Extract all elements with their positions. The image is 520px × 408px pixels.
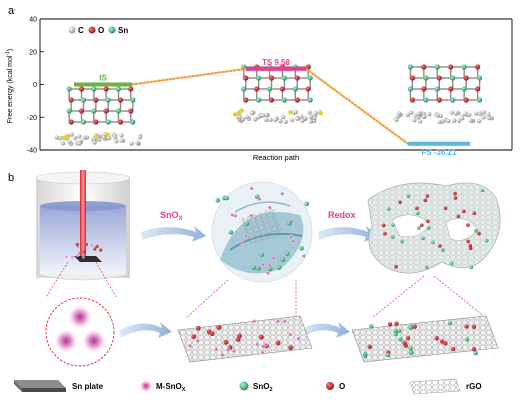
is-structure-illustration [54,86,143,147]
process-arrow-4 [300,322,350,338]
rgo-network-illustration [367,182,501,274]
panel-a-tag: a [8,5,15,17]
carbon-atom-icon [68,26,76,34]
legend-rgo: rGO [466,382,482,391]
m-snox-particle-icon [83,330,105,352]
energy-connector-line [130,67,248,86]
x-axis-label: Reaction path [253,153,299,162]
oxygen-atom-icon [88,26,96,34]
graphene-sheet-with-m-snox [177,315,313,363]
legend-sn: Sn [118,26,128,35]
energy-label-ts: TS 9.58 [262,58,291,67]
m-snox-icon [140,380,152,392]
y-tick-label: -20 [27,115,37,122]
laser-ablation-beaker [35,170,131,281]
m-snox-particle-icon [69,306,91,328]
bottom-legend: Sn plate M-SnOX SnO2 O rGO [14,378,482,395]
legend-c: C [78,26,84,35]
arrow1-label: SnOX [160,210,183,222]
legend-o: O [98,26,104,35]
sn-plate-icon [14,380,66,388]
y-axis-ticks: 40 20 0 -20 -40 [27,17,44,155]
legend-sno2: SnO2 [253,382,273,393]
y-tick-label: 0 [33,82,37,89]
energy-levels: IS TS 9.58 FS -36.21 [74,58,470,157]
rgo-icon [409,378,461,395]
energy-label-is: IS [99,74,107,83]
y-axis-label: Free energy (kcal mol-1) [5,49,14,124]
atom-legend: C O Sn [68,26,128,35]
splash-sphere-illustration [211,181,313,283]
process-arrow-2 [318,226,378,242]
y-tick-label: 20 [29,49,37,56]
energy-connector-line [304,67,410,145]
y-tick-label: 40 [29,17,37,24]
sn-plate-in-beaker [74,256,102,262]
legend-o-bottom: O [339,382,345,391]
legend-sn-plate: Sn plate [72,382,104,391]
ts-structure-illustration [232,64,324,124]
tin-atom-icon [108,26,116,34]
panel-b-tag: b [8,172,14,184]
zoom-circle [45,297,115,367]
m-snox-particle-icon [55,330,77,352]
y-tick-label: -40 [27,148,37,155]
graphene-sheet-with-sno2 [351,315,499,363]
fs-structure-illustration [393,64,495,125]
oxygen-icon [326,382,334,390]
legend-m-snox: M-SnOX [156,382,186,393]
process-arrow-3 [120,322,172,338]
sno2-icon [239,381,249,391]
arrow2-label: Redox [328,210,356,220]
energy-label-fs: FS -36.21 [421,148,457,157]
process-arrow-1 [141,226,206,242]
